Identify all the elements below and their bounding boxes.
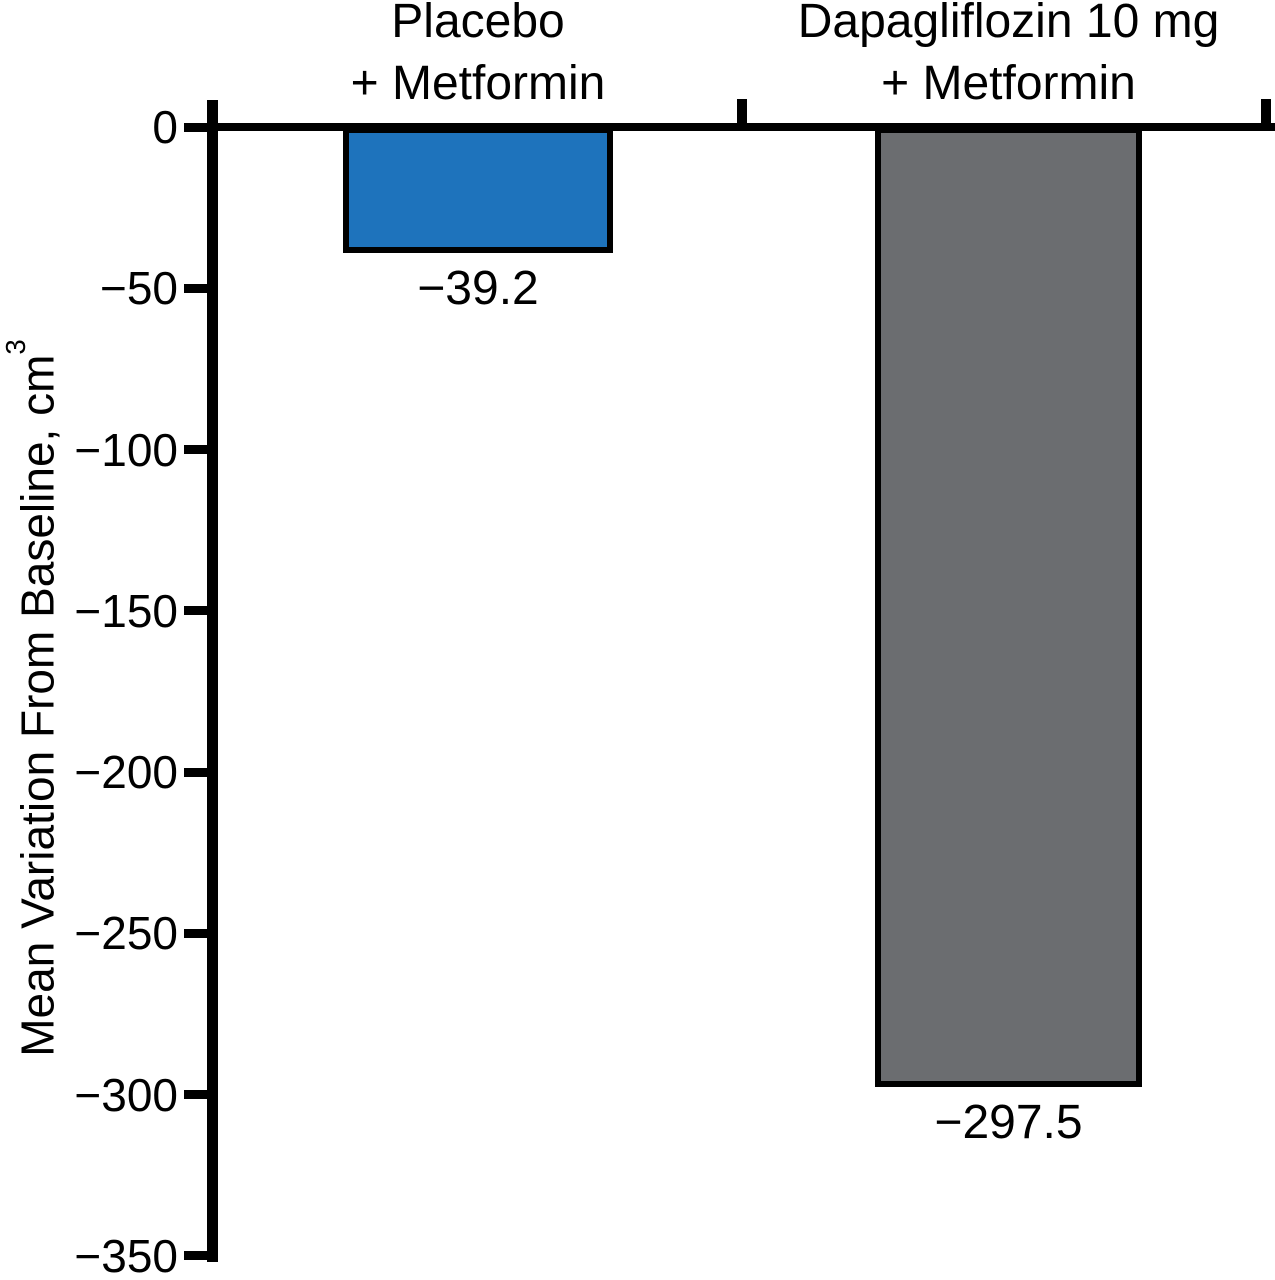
y-axis-tick (184, 445, 207, 455)
y-axis-tick-label: −150 (74, 584, 178, 637)
category-label-dapagliflozin-10mg-metformin: Dapagliflozin 10 mg + Metformin (679, 0, 1275, 115)
y-axis-tick (184, 283, 207, 293)
bar-value-label: −39.2 (417, 262, 539, 316)
category-label-line: Dapagliflozin 10 mg (797, 0, 1220, 48)
bar-value-label: −297.5 (934, 1095, 1083, 1149)
y-axis-tick-label: −50 (99, 262, 178, 315)
y-axis-tick-label: −350 (74, 1229, 178, 1280)
category-label-line: Placebo (391, 0, 565, 48)
y-axis-tick-label: −100 (74, 423, 178, 476)
y-axis-tick-label: −200 (74, 746, 178, 799)
y-axis-tick (184, 1090, 207, 1100)
bar-placebo-metformin (343, 127, 613, 254)
y-axis-tick (184, 606, 207, 616)
y-axis-tick-label: −250 (74, 907, 178, 960)
category-label-line: + Metformin (350, 57, 606, 110)
category-label-placebo-metformin: Placebo + Metformin (148, 0, 808, 115)
y-axis-tick (184, 122, 207, 132)
category-label-line: + Metformin (881, 57, 1136, 110)
y-axis-tick (184, 767, 207, 777)
y-axis-tick-label: −300 (74, 1068, 178, 1121)
y-axis-tick (184, 1251, 207, 1261)
category-boundary-tick (1261, 99, 1271, 131)
y-axis-tick-label: 0 (152, 101, 178, 153)
category-boundary-tick (737, 99, 747, 131)
y-axis-tick (184, 928, 207, 938)
y-axis-line (207, 100, 218, 1262)
bar-dapagliflozin-10mg-metformin (875, 127, 1142, 1087)
